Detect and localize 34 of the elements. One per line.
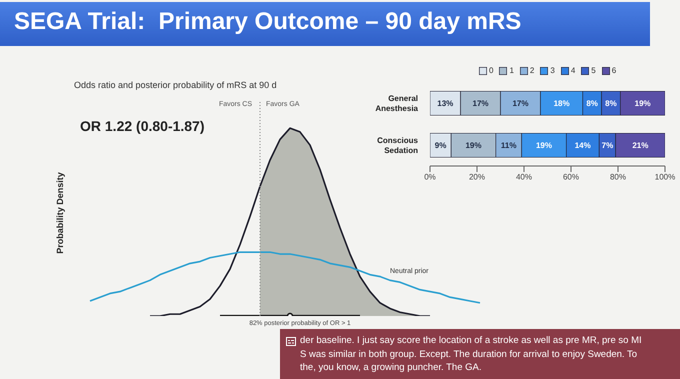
data-label: 17% xyxy=(472,99,489,108)
data-label: 19% xyxy=(536,141,552,150)
y-tick-label: Conscious Sedation xyxy=(377,136,419,155)
legend-label: 1 xyxy=(508,66,514,75)
x-tick-label: 80% xyxy=(610,172,626,182)
data-label: 7% xyxy=(602,141,614,150)
x-tick-label: 0% xyxy=(424,172,436,182)
data-label: 11% xyxy=(500,141,517,150)
data-label: 19% xyxy=(465,141,482,150)
legend-label: 5 xyxy=(590,66,596,75)
legend-label: 0 xyxy=(488,66,494,75)
y-tick-label: General Anesthesia xyxy=(375,94,419,113)
data-label: 8% xyxy=(605,99,617,108)
data-label: 18% xyxy=(554,99,570,108)
legend-label: 2 xyxy=(528,66,534,75)
data-label: 21% xyxy=(632,141,648,150)
x-tick-label: 20% xyxy=(468,172,486,182)
x-tick-label: 60% xyxy=(562,172,580,182)
data-label: 17% xyxy=(512,99,528,108)
data-label: 19% xyxy=(634,99,651,108)
legend-label: 4 xyxy=(570,66,576,75)
legend-label: 3 xyxy=(549,66,555,75)
legend-label: 6 xyxy=(610,66,616,75)
x-tick-label: 100% xyxy=(654,172,676,182)
annotation: OR 1.22 (0.80-1.87) xyxy=(80,118,205,134)
y-axis-title: Probability Density xyxy=(55,172,65,254)
chart-subtitle: Odds ratio and posterior probability of mRS at 90 d xyxy=(74,80,277,90)
text: der baseline. I just say score the location of a stroke as well as pre MR, pre so MI S was similar in both group. Except. The duration for arrival to enjoy Sweden. To the, you know, a growing puncher. The GA. xyxy=(300,334,643,374)
x-tick-label: 40% xyxy=(516,172,532,182)
data-label: 8% xyxy=(586,99,598,108)
data-label: 13% xyxy=(437,99,454,108)
data-label: 9% xyxy=(434,141,446,150)
chart-title: SEGA Trial: Primary Outcome – 90 day mRS xyxy=(14,8,522,36)
data-label: 14% xyxy=(574,141,591,150)
